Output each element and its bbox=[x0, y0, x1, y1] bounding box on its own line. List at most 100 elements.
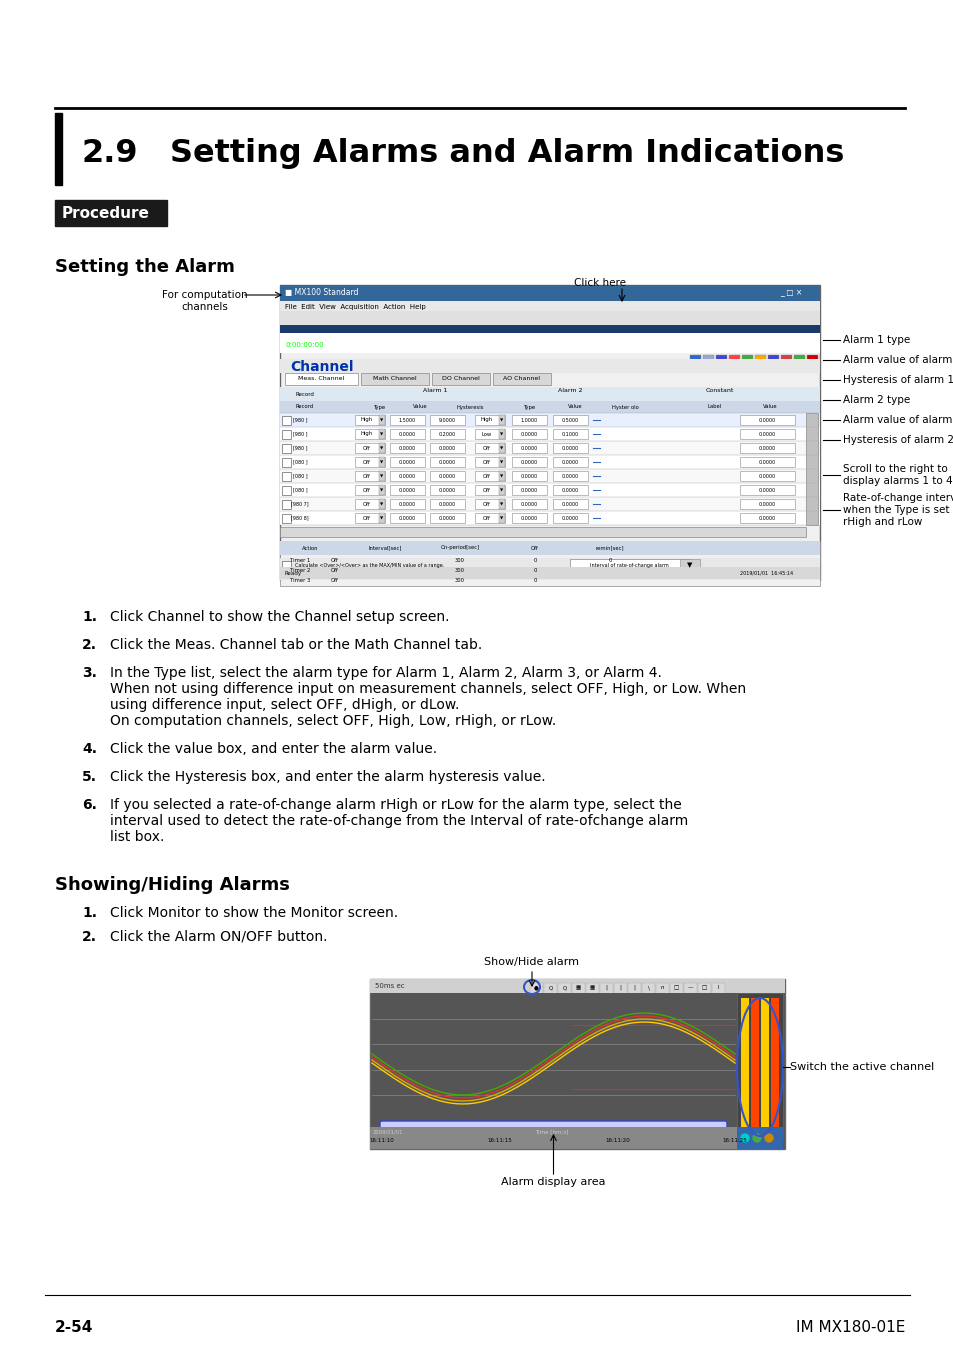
Text: Hysteresis: Hysteresis bbox=[456, 405, 483, 409]
Bar bbox=[767, 355, 779, 369]
Text: 6.: 6. bbox=[82, 798, 97, 811]
Bar bbox=[390, 485, 424, 495]
Text: ▼: ▼ bbox=[500, 474, 503, 478]
Text: System: System bbox=[581, 343, 604, 347]
Bar bbox=[280, 310, 820, 325]
Text: Off: Off bbox=[363, 474, 371, 478]
Bar bbox=[475, 458, 504, 467]
Text: 0.0000: 0.0000 bbox=[520, 459, 537, 464]
Bar bbox=[460, 339, 505, 351]
Bar bbox=[760, 998, 768, 1135]
Text: Monitor: Monitor bbox=[380, 343, 404, 347]
Text: [980 8]: [980 8] bbox=[291, 516, 309, 521]
Bar bbox=[430, 500, 464, 509]
Bar bbox=[390, 458, 424, 467]
Bar bbox=[335, 325, 347, 336]
Bar bbox=[711, 983, 724, 994]
Bar bbox=[280, 483, 820, 497]
Bar bbox=[400, 325, 412, 336]
Bar bbox=[282, 472, 291, 481]
Text: Off: Off bbox=[331, 558, 338, 563]
Bar bbox=[355, 485, 385, 495]
Text: Q: Q bbox=[561, 986, 566, 990]
Bar bbox=[282, 431, 291, 439]
Text: ▼: ▼ bbox=[380, 487, 383, 491]
Text: Value: Value bbox=[761, 405, 777, 409]
Bar bbox=[512, 443, 546, 454]
Text: 16:11:15: 16:11:15 bbox=[487, 1138, 512, 1143]
Bar bbox=[355, 500, 385, 509]
Text: High: High bbox=[360, 432, 373, 436]
Bar bbox=[323, 325, 334, 336]
Text: Acquisition: Acquisition bbox=[522, 343, 557, 347]
Text: Setting Alarms and Alarm Indications: Setting Alarms and Alarm Indications bbox=[170, 138, 843, 169]
Text: Hysteresis of alarm 1: Hysteresis of alarm 1 bbox=[842, 375, 953, 385]
Bar bbox=[805, 413, 817, 525]
Bar bbox=[280, 285, 820, 580]
Bar bbox=[553, 513, 587, 522]
Text: Action: Action bbox=[301, 545, 318, 551]
Bar bbox=[741, 355, 752, 369]
Bar bbox=[280, 526, 805, 537]
Bar bbox=[430, 443, 464, 454]
Text: interval used to detect the rate-of-change from the Interval of rate-ofchange al: interval used to detect the rate-of-chan… bbox=[110, 814, 687, 828]
Text: Alarm value of alarm 1: Alarm value of alarm 1 bbox=[842, 355, 953, 364]
Bar bbox=[553, 443, 587, 454]
Text: +: + bbox=[807, 340, 815, 350]
Text: Hyster olo: Hyster olo bbox=[611, 405, 638, 409]
Bar bbox=[296, 325, 308, 336]
Bar bbox=[553, 500, 587, 509]
Text: 0.0000: 0.0000 bbox=[398, 446, 416, 451]
Bar bbox=[750, 998, 759, 1135]
Text: Off: Off bbox=[482, 446, 491, 451]
Bar bbox=[355, 429, 385, 439]
Text: When not using difference input on measurement channels, select OFF, High, or Lo: When not using difference input on measu… bbox=[110, 682, 745, 697]
Text: DO Channel: DO Channel bbox=[441, 377, 479, 382]
Text: [080 ]: [080 ] bbox=[293, 474, 307, 478]
Text: n: n bbox=[660, 986, 663, 990]
Bar bbox=[498, 471, 504, 481]
Text: 16:11:20: 16:11:20 bbox=[604, 1138, 629, 1143]
Text: 0: 0 bbox=[608, 558, 611, 563]
Text: Showing/Hiding Alarms: Showing/Hiding Alarms bbox=[55, 876, 290, 894]
Text: Setting the Alarm: Setting the Alarm bbox=[55, 258, 234, 275]
Bar bbox=[740, 998, 748, 1135]
Bar bbox=[280, 541, 820, 586]
Bar bbox=[740, 513, 794, 522]
Text: Click Channel to show the Channel setup screen.: Click Channel to show the Channel setup … bbox=[110, 610, 449, 624]
Text: Click here: Click here bbox=[574, 278, 625, 288]
Bar bbox=[282, 562, 291, 570]
Text: Alarm 1 type: Alarm 1 type bbox=[842, 335, 909, 346]
Circle shape bbox=[752, 1134, 760, 1142]
Text: 300: 300 bbox=[455, 567, 464, 572]
Text: ■ MX100 Standard: ■ MX100 Standard bbox=[285, 289, 358, 297]
Text: Record: Record bbox=[295, 392, 314, 397]
Text: 0.0000: 0.0000 bbox=[561, 446, 578, 451]
Bar bbox=[781, 355, 791, 369]
Bar bbox=[493, 373, 551, 385]
Bar bbox=[689, 355, 700, 369]
Bar bbox=[430, 414, 464, 425]
Text: 3.: 3. bbox=[82, 666, 97, 680]
Text: Off: Off bbox=[363, 516, 371, 521]
Text: Meas. Channel: Meas. Channel bbox=[298, 377, 344, 382]
Text: 0.0000: 0.0000 bbox=[561, 474, 578, 478]
Text: 2.9: 2.9 bbox=[82, 138, 138, 169]
Bar bbox=[754, 355, 765, 369]
Text: 0.0000: 0.0000 bbox=[398, 459, 416, 464]
Text: 0.0000: 0.0000 bbox=[561, 501, 578, 506]
Text: Off: Off bbox=[482, 459, 491, 464]
Text: 0.0000: 0.0000 bbox=[561, 459, 578, 464]
Bar bbox=[370, 979, 784, 994]
Bar bbox=[627, 983, 640, 994]
Text: 0.0000: 0.0000 bbox=[398, 432, 416, 436]
Text: using difference input, select OFF, dHigh, or dLow.: using difference input, select OFF, dHig… bbox=[110, 698, 459, 711]
Text: 0: 0 bbox=[533, 567, 537, 572]
Bar bbox=[498, 429, 504, 439]
Text: 16:11:10: 16:11:10 bbox=[369, 1138, 394, 1143]
Bar bbox=[737, 994, 782, 1141]
Text: 2009/01/01: 2009/01/01 bbox=[373, 1130, 403, 1134]
Text: Off: Off bbox=[363, 459, 371, 464]
Bar bbox=[716, 355, 726, 369]
Bar bbox=[614, 983, 626, 994]
